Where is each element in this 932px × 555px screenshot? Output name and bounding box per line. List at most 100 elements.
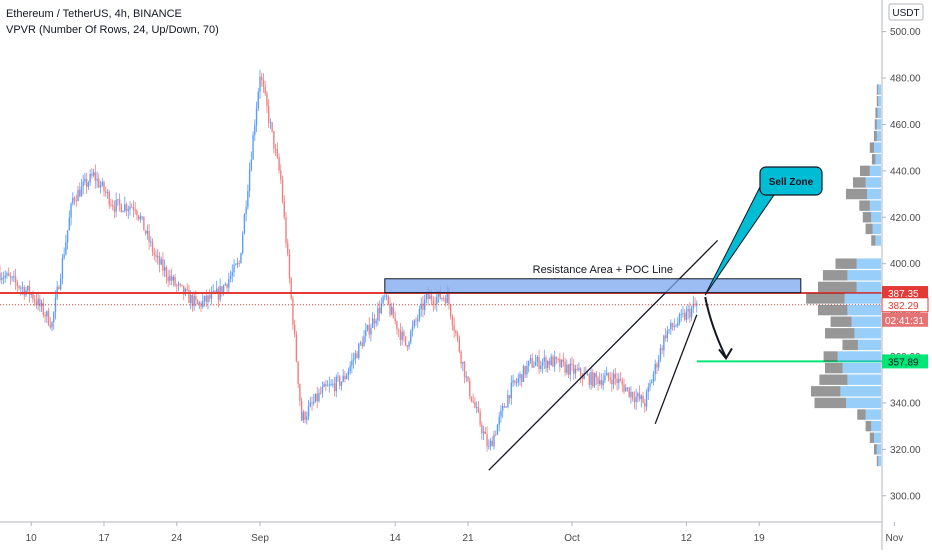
candle bbox=[493, 430, 495, 450]
candle bbox=[73, 196, 76, 206]
resistance-price-tag[interactable] bbox=[882, 286, 928, 301]
candle bbox=[418, 305, 421, 323]
candle bbox=[460, 349, 462, 369]
candle bbox=[378, 300, 381, 322]
projection-arrow[interactable] bbox=[704, 296, 727, 358]
sell-zone-callout[interactable] bbox=[759, 166, 823, 196]
candle bbox=[266, 90, 268, 114]
candle bbox=[302, 409, 305, 423]
trendline-2[interactable] bbox=[654, 314, 698, 425]
volume-profile-bar bbox=[853, 177, 881, 188]
volume-profile-bar bbox=[869, 142, 881, 153]
candle bbox=[365, 322, 367, 343]
candle bbox=[235, 263, 237, 266]
candle bbox=[98, 173, 100, 189]
candle bbox=[680, 309, 682, 322]
candle bbox=[99, 181, 102, 194]
candle bbox=[652, 371, 655, 385]
volume-profile-bar bbox=[876, 455, 881, 467]
candle bbox=[247, 184, 249, 210]
last-price-tag[interactable] bbox=[881, 297, 929, 313]
candle bbox=[567, 363, 570, 379]
candle bbox=[555, 356, 558, 364]
candle bbox=[170, 268, 173, 286]
candle bbox=[131, 203, 133, 208]
candle bbox=[510, 375, 513, 405]
candle bbox=[28, 280, 31, 303]
symbol-title[interactable]: Ethereum / TetherUS, 4h, BINANCE bbox=[6, 8, 182, 20]
candle bbox=[157, 249, 159, 265]
candle bbox=[163, 259, 166, 277]
candle bbox=[167, 269, 169, 288]
candle bbox=[276, 142, 279, 159]
candle bbox=[361, 336, 363, 349]
candle bbox=[58, 284, 60, 290]
candle bbox=[281, 175, 284, 204]
currency-label: USDT bbox=[892, 8, 919, 19]
candle bbox=[27, 285, 29, 294]
candle bbox=[373, 313, 376, 330]
candle bbox=[685, 306, 688, 323]
candle bbox=[259, 69, 261, 99]
volume-profile-bar bbox=[857, 409, 881, 420]
candle bbox=[411, 320, 414, 337]
candle bbox=[127, 205, 129, 219]
candle bbox=[228, 272, 230, 294]
candle bbox=[186, 283, 188, 292]
candle bbox=[422, 295, 424, 318]
candle bbox=[626, 386, 629, 392]
candle bbox=[547, 359, 549, 373]
candle bbox=[538, 349, 540, 375]
candle bbox=[541, 358, 544, 374]
candle bbox=[417, 314, 419, 329]
candle bbox=[335, 374, 337, 398]
candle bbox=[522, 364, 525, 382]
volume-profile-layer bbox=[806, 84, 881, 467]
candle bbox=[630, 386, 632, 404]
volume-profile-bar bbox=[822, 270, 881, 281]
candle bbox=[534, 354, 537, 367]
candle bbox=[85, 172, 88, 194]
candle bbox=[637, 391, 639, 403]
candle bbox=[274, 143, 277, 157]
price-tick-label: 440.00 bbox=[890, 166, 921, 177]
candle bbox=[254, 119, 256, 141]
resistance-area-box[interactable] bbox=[384, 278, 802, 294]
candle bbox=[248, 162, 251, 198]
countdown-tag[interactable] bbox=[882, 312, 928, 327]
time-tick-label: 21 bbox=[462, 533, 474, 544]
candle bbox=[87, 180, 90, 191]
volume-profile-bar bbox=[869, 432, 881, 443]
candle bbox=[441, 297, 443, 302]
currency-badge[interactable] bbox=[888, 3, 924, 21]
candle bbox=[129, 201, 131, 216]
volume-profile-bar bbox=[825, 362, 881, 374]
price-tick-label: 300.00 bbox=[890, 491, 921, 502]
candle bbox=[382, 295, 384, 307]
indicator-title[interactable]: VPVR (Number Of Rows, 24, Up/Down, 70) bbox=[6, 24, 219, 36]
candle bbox=[631, 391, 634, 402]
candle bbox=[321, 381, 324, 398]
candle bbox=[661, 344, 663, 355]
candle bbox=[319, 386, 322, 395]
candle bbox=[80, 179, 83, 197]
candle bbox=[370, 323, 372, 342]
candle bbox=[94, 164, 97, 189]
support-price-tag[interactable] bbox=[882, 354, 928, 369]
candle bbox=[300, 397, 303, 422]
candle bbox=[486, 426, 488, 452]
volume-profile-bar bbox=[806, 293, 881, 304]
candle bbox=[548, 357, 551, 370]
candle bbox=[103, 180, 105, 197]
candle bbox=[371, 312, 374, 328]
candle bbox=[352, 352, 355, 369]
candle bbox=[550, 353, 552, 366]
candle bbox=[455, 329, 457, 337]
candle bbox=[84, 172, 86, 186]
candle bbox=[344, 370, 346, 383]
volume-profile-bar bbox=[846, 188, 881, 200]
candle bbox=[122, 210, 124, 213]
candle bbox=[654, 359, 656, 382]
candle bbox=[328, 376, 331, 393]
